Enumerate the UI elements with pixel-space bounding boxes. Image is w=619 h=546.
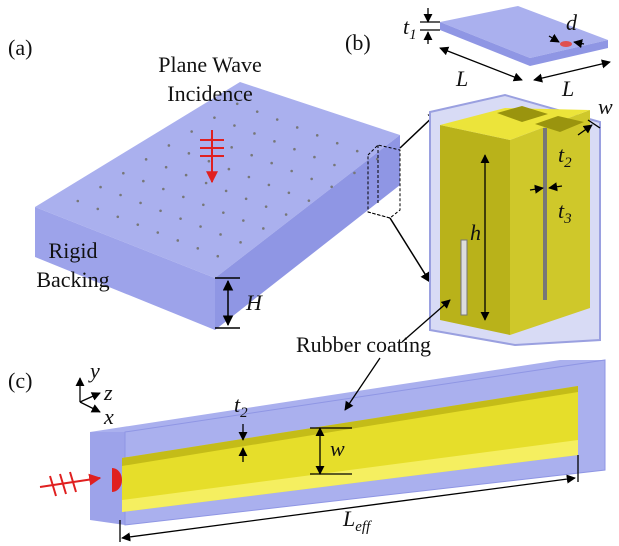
- hole: [168, 144, 171, 147]
- dim-label: w: [598, 94, 613, 119]
- dim-sub: 1: [409, 27, 417, 43]
- backing-label: Backing: [36, 267, 109, 292]
- dim-label: Leff: [342, 506, 372, 535]
- hole: [119, 194, 122, 197]
- hole: [356, 150, 359, 153]
- unit-cell: [430, 95, 600, 345]
- hole: [290, 170, 293, 173]
- hole: [265, 205, 268, 208]
- hole: [285, 213, 288, 216]
- hole: [208, 160, 211, 163]
- hole: [268, 184, 271, 187]
- hole: [228, 168, 231, 171]
- hole: [136, 223, 139, 226]
- hole: [308, 199, 311, 202]
- hole: [202, 203, 205, 206]
- hole: [185, 174, 188, 177]
- hole: [188, 152, 191, 155]
- hole: [199, 225, 202, 228]
- axis-label: y: [88, 358, 100, 383]
- figure: (a) Plane Wave Incidence Rigid Backing H…: [0, 0, 619, 546]
- incidence-label: Plane Wave: [158, 52, 262, 77]
- hole: [310, 178, 313, 181]
- hole: [205, 182, 208, 185]
- dim-sub: 3: [563, 211, 572, 227]
- hole: [222, 211, 225, 214]
- hole: [276, 118, 279, 121]
- hole: [162, 188, 165, 191]
- hole: [288, 191, 291, 194]
- hole: [313, 156, 316, 159]
- dim-sub: 2: [240, 405, 248, 421]
- dim-sub: eff: [355, 519, 372, 535]
- hole: [225, 190, 228, 193]
- hole: [333, 164, 336, 167]
- hole: [182, 196, 185, 199]
- hole: [256, 110, 259, 113]
- incidence-label: Incidence: [167, 81, 253, 106]
- hole: [230, 146, 233, 149]
- hole: [216, 255, 219, 258]
- zoom-arrow: [390, 218, 430, 282]
- hole: [250, 154, 253, 157]
- axis-label: x: [103, 404, 114, 429]
- bar: [90, 360, 605, 525]
- hole: [139, 202, 142, 205]
- hole: [99, 186, 102, 189]
- dim-label: d: [566, 10, 578, 35]
- hole: [76, 200, 79, 203]
- hole: [353, 172, 356, 175]
- hole: [96, 208, 99, 211]
- hole: [239, 241, 242, 244]
- hole: [376, 158, 379, 161]
- panel-label: (b): [345, 30, 371, 55]
- plate: [440, 6, 608, 66]
- hole: [219, 233, 222, 236]
- hole: [165, 166, 168, 169]
- hole: [248, 176, 251, 179]
- hole: [296, 126, 299, 129]
- dim-label: L: [455, 66, 468, 91]
- dim-base: L: [342, 506, 355, 531]
- hole: [156, 231, 159, 234]
- hole: [242, 219, 245, 222]
- hole: [316, 134, 319, 137]
- hole: [213, 116, 216, 119]
- hole: [233, 124, 236, 127]
- hole: [330, 185, 333, 188]
- hole: [122, 172, 125, 175]
- hole: [145, 158, 148, 161]
- slab: [35, 82, 400, 330]
- hole: [262, 227, 265, 230]
- panel-label: (c): [8, 368, 32, 393]
- axis-label: z: [103, 380, 113, 405]
- hole: [142, 180, 145, 183]
- dim-label: t2: [234, 392, 248, 421]
- hole: [179, 217, 182, 220]
- dim-sub: 2: [564, 155, 572, 171]
- dim-label: H: [245, 290, 263, 315]
- dim-label: h: [470, 220, 481, 245]
- dim-label: t1: [403, 14, 417, 43]
- hole: [293, 148, 296, 151]
- dim-label: L: [561, 76, 574, 101]
- backing-label: Rigid: [49, 238, 98, 263]
- hole: [176, 239, 179, 242]
- hole: [190, 130, 193, 133]
- hole: [245, 197, 248, 200]
- hole: [116, 215, 119, 218]
- hole: [253, 132, 256, 135]
- hole: [336, 142, 339, 145]
- hole: [270, 162, 273, 165]
- dim-label: w: [330, 436, 345, 461]
- hole: [159, 209, 162, 212]
- panel-label: (a): [8, 35, 32, 60]
- hole: [196, 247, 199, 250]
- hole: [273, 140, 276, 143]
- rubber-label: Rubber coating: [296, 332, 431, 357]
